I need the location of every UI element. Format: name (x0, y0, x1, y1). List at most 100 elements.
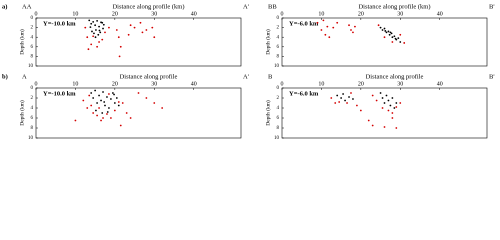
annotation: Y=-6.0 km (289, 90, 319, 97)
point (395, 102, 398, 104)
profile-end-label: B' (489, 3, 495, 10)
y-tick-label: 6 (277, 116, 280, 121)
point (340, 97, 343, 99)
x-tick-label: 10 (318, 81, 324, 87)
y-tick-label: 4 (277, 35, 280, 40)
point (92, 35, 95, 38)
profile-start-label: A (22, 73, 27, 80)
point (106, 111, 109, 113)
point (113, 102, 116, 104)
point (121, 102, 124, 104)
point (95, 29, 97, 31)
point (86, 107, 89, 109)
point (94, 89, 97, 92)
point (90, 104, 93, 107)
point (399, 33, 402, 36)
point (332, 26, 335, 29)
point (151, 26, 154, 29)
point (350, 92, 352, 94)
point (399, 102, 402, 104)
point (316, 21, 319, 24)
point (161, 107, 164, 109)
profile-end-label: B' (489, 73, 495, 80)
point (330, 97, 333, 99)
point (96, 19, 99, 22)
x-tick-label: 10 (318, 11, 324, 17)
profile-end-label: A' (243, 73, 249, 80)
point (356, 104, 358, 107)
point (394, 37, 397, 40)
point (395, 106, 398, 108)
y-tick-label: 8 (277, 55, 280, 60)
y-tick-label: 10 (274, 136, 280, 141)
point (117, 101, 120, 103)
point (389, 104, 392, 107)
y-axis-label: Depth (km) (18, 29, 25, 55)
point (115, 29, 118, 31)
y-axis-label: Depth (km) (18, 100, 25, 126)
point (381, 29, 384, 31)
point (96, 114, 99, 117)
point (324, 33, 327, 36)
point (391, 36, 394, 39)
point (328, 36, 331, 39)
point (342, 93, 345, 95)
x-tick-label: 30 (151, 11, 157, 17)
x-tick-label: 40 (437, 81, 443, 87)
point (383, 36, 386, 39)
x-tick-label: 10 (72, 11, 78, 17)
point (326, 25, 329, 28)
point (98, 25, 100, 28)
point (115, 97, 118, 99)
x-axis-label: Distance along profile (366, 73, 424, 80)
panel-label: a) (2, 3, 7, 10)
annotation: Y=-6.0 km (289, 20, 319, 27)
point (98, 107, 100, 109)
y-tick-label: 4 (277, 106, 280, 111)
point (101, 38, 104, 41)
point (104, 31, 106, 34)
profile-end-label: A' (243, 3, 249, 10)
point (141, 31, 144, 34)
point (91, 30, 93, 33)
point (352, 31, 354, 34)
point (381, 107, 384, 109)
point (94, 24, 97, 27)
point (338, 101, 341, 103)
point (102, 27, 104, 30)
point (106, 96, 108, 98)
point (102, 117, 104, 119)
x-tick-label: 40 (191, 11, 197, 17)
point (348, 24, 350, 27)
point (153, 36, 156, 39)
y-tick-label: 6 (31, 116, 34, 121)
annotation: Y=-10.0 km (43, 20, 76, 27)
point (367, 119, 370, 122)
panel-label: b) (2, 73, 8, 80)
point (391, 112, 394, 114)
point (352, 98, 354, 100)
point (320, 29, 323, 31)
annotation: Y=-10.0 km (43, 90, 76, 97)
x-tick-label: 20 (112, 81, 118, 87)
point (391, 41, 394, 43)
point (106, 113, 108, 115)
point (371, 94, 374, 97)
point (92, 20, 95, 23)
x-axis-label: Distance along profile (km) (358, 3, 430, 10)
plot-frame (281, 87, 488, 139)
point (127, 33, 130, 36)
point (395, 127, 398, 129)
y-tick-label: 2 (31, 96, 34, 101)
point (377, 24, 380, 27)
point (110, 117, 112, 119)
point (393, 107, 396, 109)
point (399, 41, 402, 43)
point (84, 26, 87, 29)
point (397, 37, 400, 40)
x-tick-label: 0 (35, 81, 38, 87)
point (391, 97, 394, 99)
point (387, 99, 390, 102)
point (336, 21, 339, 24)
point (100, 119, 102, 122)
